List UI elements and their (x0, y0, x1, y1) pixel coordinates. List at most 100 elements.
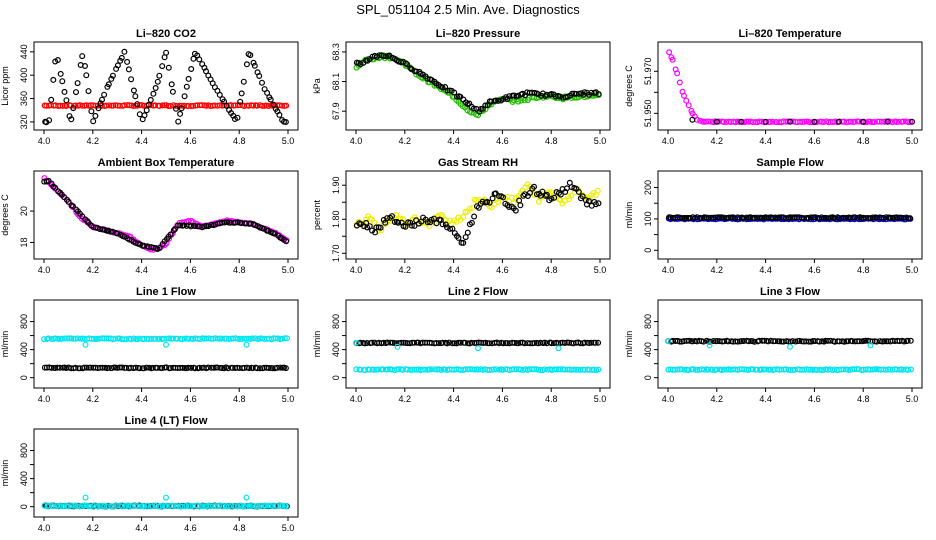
y-tick-label: 800 (331, 314, 341, 329)
data-point (422, 366, 429, 373)
data-point (205, 364, 212, 371)
data-point (835, 118, 842, 125)
chart-panel-10: Line 4 (LT) Flow ml/min 4.0 4.2 4.4 4.6 4.8 5.0… (0, 415, 299, 533)
data-point (82, 341, 89, 348)
data-point (276, 111, 283, 118)
x-tick-label: 4.2 (87, 265, 100, 275)
data-point (237, 98, 244, 105)
y-tick-label: 0 (19, 504, 29, 509)
data-point (470, 105, 477, 112)
data-point (169, 88, 176, 95)
data-point (150, 90, 157, 97)
data-point (114, 230, 121, 237)
y-axis-label: degrees C (624, 65, 634, 107)
data-point (185, 75, 192, 82)
x-tick-label: 4.0 (350, 136, 363, 146)
data-point (279, 502, 286, 509)
y-axis-label: percent (312, 199, 322, 230)
data-point (471, 340, 478, 347)
x-tick-label: 4.2 (711, 394, 724, 404)
data-point (243, 341, 250, 348)
data-point (130, 335, 137, 342)
data-point (517, 202, 524, 209)
y-axis-label: ml/min (0, 331, 10, 358)
data-point (585, 198, 592, 205)
series-group (353, 339, 602, 374)
data-point (114, 62, 121, 69)
y-tick-label: 320 (19, 114, 29, 129)
data-point (265, 102, 272, 109)
data-point (462, 366, 469, 373)
data-point (250, 59, 257, 66)
data-point (399, 216, 406, 223)
data-point (749, 366, 756, 373)
data-point (845, 366, 852, 373)
x-tick-label: 4.6 (808, 394, 821, 404)
data-point (471, 213, 478, 220)
y-tick-label: 200 (643, 180, 653, 195)
data-point (267, 96, 274, 103)
data-point (786, 118, 793, 125)
data-point (428, 366, 435, 373)
x-tick-label: 4.4 (759, 265, 772, 275)
x-tick-label: 5.0 (282, 136, 295, 146)
data-point (124, 58, 131, 65)
data-point (65, 198, 72, 205)
data-point (551, 194, 558, 201)
data-point (462, 99, 469, 106)
data-point (500, 194, 507, 201)
x-tick-label: 4.0 (350, 265, 363, 275)
y-tick-label: 440 (19, 44, 29, 59)
data-point (141, 112, 148, 119)
plot-frame (33, 170, 299, 260)
data-point (188, 364, 195, 371)
data-point (208, 221, 215, 228)
data-point (594, 187, 601, 194)
data-point (101, 335, 108, 342)
x-tick-label: 4.8 (233, 394, 246, 404)
y-tick-label: 67.9 (331, 102, 341, 120)
x-tick-label: 5.0 (594, 265, 607, 275)
data-point (883, 214, 890, 221)
data-series-2 (42, 48, 289, 126)
data-point (757, 214, 764, 221)
data-point (419, 366, 426, 373)
data-point (718, 214, 725, 221)
data-point (490, 366, 497, 373)
data-point (555, 345, 562, 352)
data-point (205, 223, 212, 230)
data-point (234, 114, 241, 121)
data-point (46, 117, 53, 124)
data-point (83, 72, 90, 79)
data-point (48, 364, 55, 371)
data-point (797, 118, 804, 125)
data-point (689, 116, 696, 123)
data-point (243, 503, 250, 510)
data-point (136, 111, 143, 118)
data-point (235, 335, 242, 342)
data-series-3 (664, 338, 874, 350)
data-series-1 (353, 339, 602, 347)
data-point (240, 78, 247, 85)
data-series-1 (41, 102, 290, 109)
data-point (278, 335, 285, 342)
y-axis-label: ml/min (624, 331, 634, 358)
chart-panel-1: Li–820 CO2 Licor ppm 4.0 4.2 4.4 4.6 4.8 5.0 320… (0, 28, 299, 146)
data-point (125, 66, 132, 73)
x-tick-label: 4.6 (496, 136, 509, 146)
data-point (252, 222, 259, 229)
series-group (41, 335, 291, 372)
data-point (460, 214, 467, 221)
data-point (572, 90, 579, 97)
data-point (592, 201, 599, 208)
data-point (818, 214, 825, 221)
x-tick-label: 4.4 (759, 136, 772, 146)
x-tick-label: 4.6 (808, 265, 821, 275)
data-point (64, 335, 71, 342)
data-point (63, 97, 70, 104)
data-point (249, 335, 256, 342)
y-tick-label: 68.3 (331, 43, 341, 61)
chart-panel-9: Line 3 Flow ml/min 4.0 4.2 4.4 4.6 4.8 5.0 0 400 8… (624, 286, 923, 404)
data-point (706, 342, 713, 349)
